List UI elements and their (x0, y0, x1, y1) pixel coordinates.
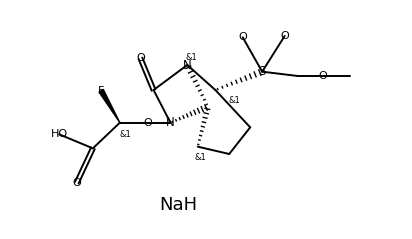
Text: S: S (258, 65, 266, 78)
Text: NaH: NaH (159, 196, 197, 214)
Text: O: O (143, 118, 152, 128)
Text: O: O (238, 32, 247, 42)
Text: N: N (183, 59, 192, 71)
Text: &1: &1 (185, 53, 197, 62)
Text: N: N (166, 116, 175, 129)
Text: O: O (73, 178, 81, 188)
Text: &1: &1 (228, 96, 240, 104)
Polygon shape (99, 89, 120, 123)
Text: O: O (280, 31, 289, 41)
Text: O: O (318, 71, 327, 81)
Text: &1: &1 (194, 153, 206, 162)
Text: HO: HO (51, 129, 68, 139)
Text: F: F (98, 86, 104, 96)
Text: &1: &1 (119, 130, 131, 139)
Text: O: O (136, 53, 145, 63)
